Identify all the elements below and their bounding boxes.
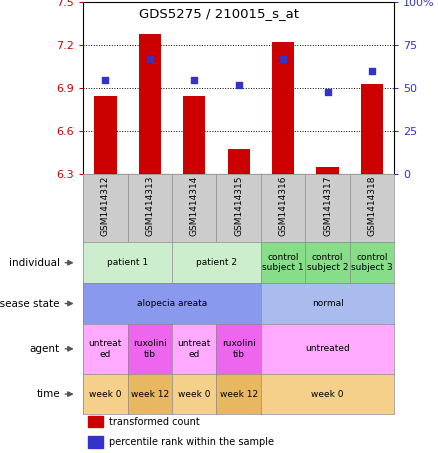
Point	[146, 55, 153, 63]
Point	[191, 76, 198, 83]
Text: ruxolini
tib: ruxolini tib	[222, 339, 256, 358]
Text: normal: normal	[312, 299, 343, 308]
Text: week 0: week 0	[89, 390, 122, 399]
Bar	[183, 96, 205, 174]
Text: alopecia areata: alopecia areata	[137, 299, 207, 308]
Bar	[272, 43, 294, 174]
Text: GDS5275 / 210015_s_at: GDS5275 / 210015_s_at	[139, 7, 299, 20]
Text: ruxolini
tib: ruxolini tib	[133, 339, 167, 358]
Text: disease state: disease state	[0, 299, 60, 308]
Text: GSM1414313: GSM1414313	[145, 175, 154, 236]
Text: GSM1414315: GSM1414315	[234, 175, 243, 236]
Point	[368, 67, 375, 75]
Text: untreat
ed: untreat ed	[89, 339, 122, 358]
Bar	[228, 149, 250, 174]
Text: GSM1414314: GSM1414314	[190, 175, 199, 236]
Text: untreat
ed: untreat ed	[177, 339, 211, 358]
Bar	[139, 34, 161, 174]
Point	[324, 88, 331, 96]
Text: GSM1414312: GSM1414312	[101, 175, 110, 236]
Text: control
subject 3: control subject 3	[351, 253, 393, 272]
Text: patient 2: patient 2	[196, 258, 237, 267]
Text: control
subject 1: control subject 1	[262, 253, 304, 272]
Text: individual: individual	[9, 258, 60, 268]
Text: control
subject 2: control subject 2	[307, 253, 348, 272]
Text: GSM1414316: GSM1414316	[279, 175, 288, 236]
Bar	[361, 84, 383, 174]
Text: untreated: untreated	[305, 344, 350, 353]
Text: GSM1414318: GSM1414318	[367, 175, 377, 236]
Text: percentile rank within the sample: percentile rank within the sample	[109, 437, 274, 447]
Point	[279, 55, 286, 63]
Text: week 0: week 0	[311, 390, 344, 399]
Text: week 12: week 12	[131, 390, 169, 399]
Text: GSM1414317: GSM1414317	[323, 175, 332, 236]
Bar	[316, 167, 339, 174]
Point	[102, 76, 109, 83]
Bar	[88, 436, 103, 448]
Text: week 12: week 12	[219, 390, 258, 399]
Text: week 0: week 0	[178, 390, 211, 399]
Point	[235, 81, 242, 88]
Text: time: time	[36, 389, 60, 399]
Text: transformed count: transformed count	[109, 417, 199, 427]
Text: patient 1: patient 1	[107, 258, 148, 267]
Bar	[94, 96, 117, 174]
Text: agent: agent	[30, 344, 60, 354]
Bar	[88, 416, 103, 427]
